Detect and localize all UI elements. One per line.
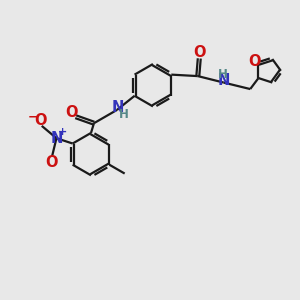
Text: O: O <box>34 113 46 128</box>
Text: H: H <box>218 68 228 81</box>
Text: −: − <box>28 110 38 124</box>
Text: N: N <box>111 100 124 115</box>
Text: O: O <box>193 45 206 60</box>
Text: O: O <box>65 105 78 120</box>
Text: N: N <box>218 73 230 88</box>
Text: O: O <box>249 54 261 69</box>
Text: +: + <box>58 127 67 137</box>
Text: O: O <box>45 155 58 170</box>
Text: H: H <box>119 108 129 121</box>
Text: N: N <box>50 131 63 146</box>
